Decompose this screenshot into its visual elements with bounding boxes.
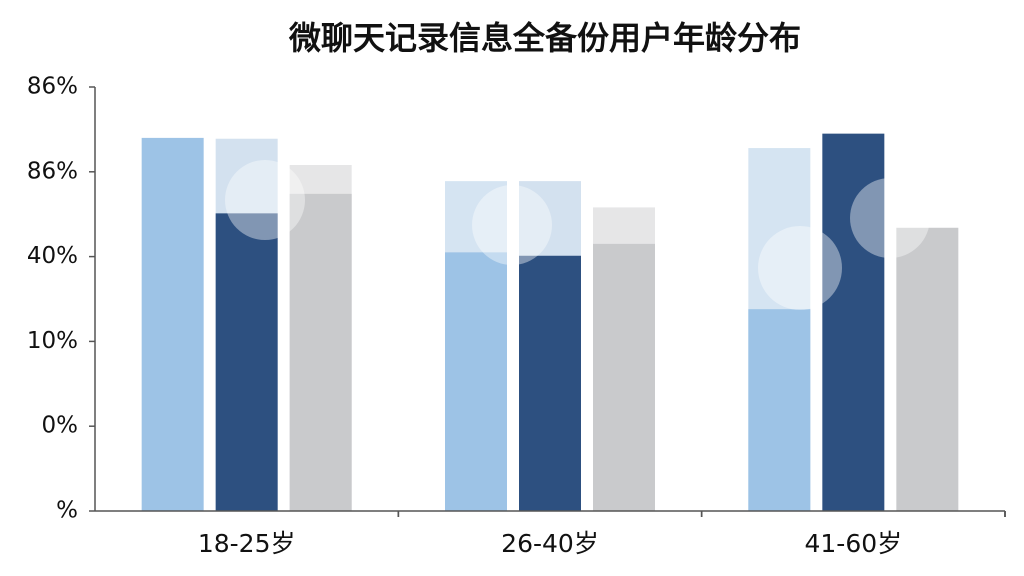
- y-tick-label: 86%: [27, 158, 78, 184]
- bar: [593, 243, 655, 511]
- bar: [215, 213, 278, 512]
- bars: [141, 133, 959, 512]
- bar: [519, 255, 581, 511]
- bar: [822, 133, 885, 511]
- chart-title: 微聊天记录信息全备份用户年龄分布: [288, 19, 801, 57]
- y-tick-label: 86%: [27, 74, 78, 100]
- bar: [748, 309, 811, 511]
- x-tick-label: 26-40岁: [501, 529, 599, 558]
- bar: [445, 252, 507, 512]
- x-tick-label: 41-60岁: [805, 529, 903, 558]
- decoration: [225, 160, 930, 310]
- bar: [289, 193, 352, 511]
- decor-circle: [472, 185, 552, 265]
- y-tick-label: 10%: [27, 328, 78, 354]
- y-tick-label: %: [56, 498, 78, 524]
- x-tick-label: 18-25岁: [198, 529, 296, 558]
- y-tick-label: 40%: [27, 243, 78, 269]
- decor-circle: [850, 178, 930, 258]
- y-tick-label: 0%: [42, 413, 79, 439]
- bar: [141, 137, 204, 511]
- decor-circle: [225, 160, 305, 240]
- decor-circle: [758, 226, 842, 310]
- bar: [896, 227, 959, 511]
